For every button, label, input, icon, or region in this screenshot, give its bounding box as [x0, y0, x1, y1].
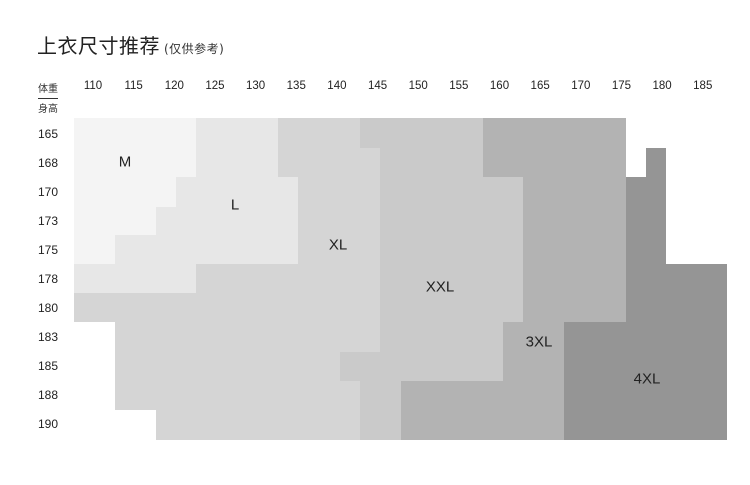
y-tick-label: 165 [38, 127, 59, 141]
x-tick-label: 125 [205, 80, 225, 92]
size-region-xl [115, 381, 360, 410]
subtitle: (仅供参考) [164, 42, 225, 56]
size-region-l [115, 235, 298, 264]
size-region-xxl [360, 381, 401, 440]
size-region-l [74, 264, 196, 293]
size-region-4xl [646, 148, 666, 177]
size-region-3xl [503, 322, 564, 381]
size-region-xxl [380, 148, 483, 177]
y-tick-label: 190 [38, 417, 59, 431]
size-region-4xl [626, 264, 727, 322]
size-region-xxl [360, 118, 483, 148]
x-tick-label: 160 [489, 80, 510, 92]
size-label-l: L [230, 196, 240, 214]
size-label-4xl: 4XL [633, 370, 661, 388]
size-label-3xl: 3XL [525, 333, 553, 351]
size-region-l [156, 207, 298, 235]
size-region-xl [156, 410, 360, 440]
y-tick-label: 170 [38, 185, 59, 199]
x-tick-label: 150 [408, 80, 428, 92]
page-title: 上衣尺寸推荐 (仅供参考) [37, 30, 224, 59]
y-tick-label: 173 [38, 214, 59, 228]
size-region-4xl [564, 322, 727, 440]
x-tick-label: 110 [83, 80, 103, 92]
x-tick-label: 115 [124, 80, 143, 92]
x-tick-label: 155 [449, 80, 469, 92]
size-region-3xl [401, 381, 564, 440]
x-tick-label: 185 [693, 80, 713, 92]
x-tick-label: 175 [611, 80, 632, 92]
x-tick-label: 145 [367, 80, 388, 92]
y-tick-label: 180 [38, 301, 59, 315]
x-tick-label: 120 [164, 80, 184, 92]
size-region-xxl [380, 177, 523, 322]
size-region-xl [115, 352, 340, 381]
size-region-xl [115, 322, 380, 352]
y-tick-label: 188 [38, 388, 59, 402]
x-tick-label: 135 [286, 80, 306, 92]
x-tick-label: 180 [652, 80, 672, 92]
y-tick-label: 168 [38, 156, 59, 170]
size-label-xl: XL [328, 236, 348, 254]
y-tick-label: 183 [38, 330, 59, 344]
size-region-m [74, 207, 156, 235]
size-region-xl [298, 177, 380, 264]
size-label-m: M [118, 153, 132, 171]
size-label-xxl: XXL [425, 278, 455, 296]
size-region-l [176, 177, 298, 207]
size-region-xl [196, 264, 380, 293]
x-axis-label: 体重 [38, 80, 58, 99]
size-region-xl [278, 118, 360, 148]
title-text: 上衣尺寸推荐 [37, 34, 160, 58]
size-region-m [74, 118, 196, 177]
y-axis-label: 身高 [38, 104, 58, 115]
size-region-m [74, 235, 115, 264]
size-region-m [74, 177, 176, 207]
size-region-xxl [380, 322, 503, 352]
size-region-xl [278, 148, 380, 177]
x-tick-label: 130 [246, 80, 266, 92]
y-tick-label: 175 [38, 243, 59, 257]
size-region-3xl [523, 177, 626, 322]
size-region-xl [74, 293, 380, 322]
y-tick-label: 185 [38, 359, 59, 373]
size-region-4xl [626, 177, 666, 264]
size-region-xxl [340, 352, 503, 381]
x-tick-label: 140 [327, 80, 347, 92]
x-tick-label: 170 [571, 80, 591, 92]
size-region-l [196, 118, 278, 177]
size-region-3xl [483, 118, 626, 177]
y-tick-label: 178 [38, 272, 59, 286]
x-tick-label: 165 [530, 80, 550, 92]
